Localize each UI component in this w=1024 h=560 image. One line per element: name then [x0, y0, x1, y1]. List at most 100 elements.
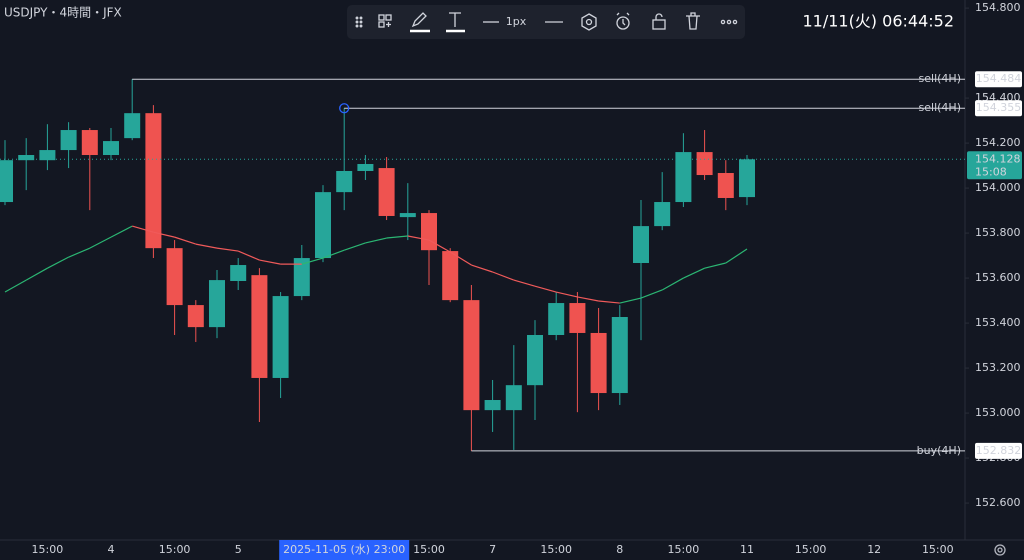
- candle: [18, 138, 35, 191]
- countdown: 15:08: [975, 165, 1007, 178]
- ma-segment: [47, 256, 69, 269]
- candle: [378, 157, 395, 221]
- candle-body: [463, 300, 480, 411]
- last-price: 154.128: [975, 152, 1021, 165]
- candle-body: [590, 332, 607, 394]
- candle-body: [103, 141, 119, 156]
- candle: [569, 292, 586, 413]
- x-tick-label: 15:00: [922, 543, 954, 556]
- y-tick-label: 153.400: [975, 316, 1021, 329]
- line-width-label[interactable]: 1px: [506, 15, 527, 28]
- grip[interactable]: [355, 16, 359, 20]
- x-tick-label: 12: [867, 543, 881, 556]
- ma-segment: [725, 248, 748, 264]
- x-tick-label: 15:00: [413, 543, 445, 556]
- candle-body: [272, 296, 289, 378]
- candle-body: [60, 130, 77, 151]
- x-tick-label: 15:00: [795, 543, 827, 556]
- level-price: 154.355: [976, 101, 1022, 114]
- text-icon[interactable]: [449, 12, 461, 27]
- candle: [81, 128, 98, 211]
- x-tick-label: 8: [616, 543, 623, 556]
- level-price-bg: [975, 442, 1022, 459]
- ma-segment: [195, 243, 218, 249]
- ma-segment: [513, 279, 536, 287]
- candle: [103, 128, 119, 161]
- toolbar: 1px: [347, 5, 745, 39]
- x-tick-label: 15:00: [540, 543, 572, 556]
- candle-body: [124, 113, 141, 139]
- y-tick-label: 154.800: [975, 1, 1021, 14]
- settings-icon[interactable]: [581, 13, 597, 31]
- candle: [484, 379, 501, 432]
- candle: [166, 240, 183, 335]
- crosshair-x-label-bg: [279, 540, 410, 560]
- ma-segment: [556, 291, 578, 298]
- color-icon[interactable]: [411, 12, 427, 28]
- ma-segment: [449, 251, 472, 266]
- y-tick-label: 154.000: [975, 181, 1021, 194]
- lock-icon[interactable]: [652, 19, 666, 30]
- x-tick-label: 7: [489, 543, 496, 556]
- candle: [315, 185, 331, 263]
- ma-segment: [153, 231, 175, 238]
- ma-segment: [344, 242, 366, 251]
- candle: [357, 155, 374, 180]
- anchor-point: [339, 103, 350, 114]
- candle: [124, 79, 141, 141]
- x-tick-label: 15:00: [668, 543, 700, 556]
- templates-icon[interactable]: [378, 14, 385, 21]
- more-icon[interactable]: [720, 19, 726, 25]
- alert-icon[interactable]: [616, 16, 630, 30]
- candle-body: [505, 385, 522, 411]
- candle-body: [293, 258, 310, 297]
- ma-segment: [237, 250, 260, 261]
- candle-body: [548, 303, 565, 335]
- candle: [590, 307, 607, 411]
- candle: [505, 345, 522, 450]
- y-tick-label: 153.600: [975, 271, 1021, 284]
- candle-body: [739, 159, 755, 198]
- candle: [696, 130, 713, 180]
- candle-body: [527, 334, 543, 386]
- ma-segment: [407, 235, 430, 241]
- candle: [717, 160, 734, 211]
- gear-icon[interactable]: [994, 544, 1006, 556]
- candle: [272, 292, 289, 398]
- candle-body: [357, 164, 374, 171]
- candle-body: [611, 316, 628, 394]
- candle-body: [230, 265, 247, 281]
- ma-segment: [386, 235, 408, 239]
- ma-segment: [704, 262, 726, 269]
- ma-segment: [174, 236, 196, 245]
- x-tick-label: 11: [740, 543, 754, 556]
- ma-segment: [216, 247, 239, 252]
- ma-segment: [25, 267, 48, 281]
- clock: 11/11(火) 06:44:52: [802, 12, 954, 31]
- ma-segment: [68, 247, 91, 258]
- candle-body: [484, 400, 501, 411]
- ma-segment: [471, 264, 493, 273]
- x-tick-label: 15:00: [159, 543, 191, 556]
- candle-body: [187, 305, 204, 328]
- delete-icon[interactable]: [686, 12, 700, 30]
- ma-segment: [110, 225, 133, 238]
- ma-segment: [598, 300, 620, 304]
- candle-body: [654, 202, 671, 227]
- candle-body: [315, 192, 331, 259]
- candle: [187, 300, 204, 342]
- candle-body: [81, 130, 98, 156]
- level-price-bg: [975, 71, 1022, 88]
- level-price: 152.832: [976, 444, 1022, 457]
- ma-segment: [577, 296, 599, 302]
- candle: [421, 210, 437, 286]
- candle-body: [18, 155, 35, 161]
- candle-body: [442, 251, 459, 301]
- candle: [633, 200, 649, 341]
- candle: [399, 183, 416, 241]
- candle-body: [336, 170, 353, 193]
- candle: [293, 245, 310, 301]
- x-tick-label: 15:00: [32, 543, 64, 556]
- level-name: buy(4H): [917, 444, 961, 457]
- candle-body: [251, 275, 268, 378]
